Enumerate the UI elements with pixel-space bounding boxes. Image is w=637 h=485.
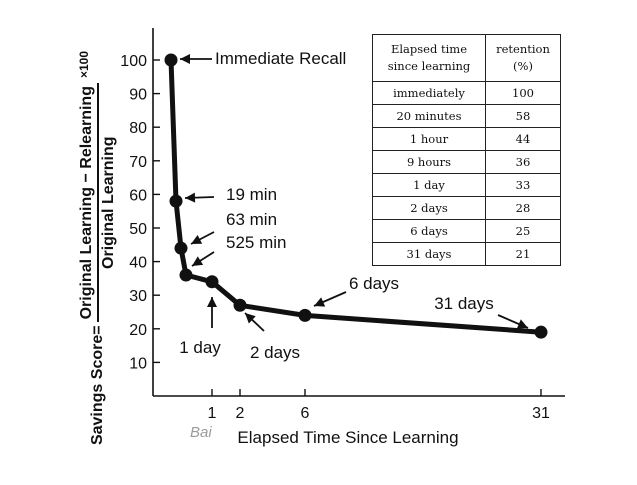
x-tick-label: 31 <box>532 405 550 422</box>
table-body: immediately 100 20 minutes 58 1 hour 44 9 hour… <box>372 81 561 266</box>
data-point <box>179 268 193 282</box>
annotation-arrow-head <box>192 256 204 266</box>
y-tick-label: 80 <box>129 120 147 137</box>
cell-retention: 21 <box>485 242 561 266</box>
table-row: 6 days 25 <box>372 219 561 243</box>
cell-elapsed-time: 9 hours <box>372 150 486 174</box>
annotation-label: 6 days <box>349 274 399 293</box>
y-tick-label: 70 <box>129 154 147 171</box>
annotation-label: 19 min <box>226 185 277 204</box>
table-row: 31 days 21 <box>372 242 561 266</box>
data-point <box>233 298 247 312</box>
cell-retention: 58 <box>485 104 561 128</box>
x-tick-label: 1 <box>208 405 217 422</box>
data-point <box>205 275 219 289</box>
cell-elapsed-time: 31 days <box>372 242 486 266</box>
annotation-arrow-head <box>180 54 190 64</box>
y-axis-label-denominator: Original Learning <box>100 136 117 269</box>
annotation-label: 2 days <box>250 343 300 362</box>
annotation-arrow-head <box>516 319 528 329</box>
y-tick-label: 20 <box>129 322 147 339</box>
y-axis-label-fraction: Original Learning − Relearning Original … <box>78 83 118 323</box>
y-tick-label: 40 <box>129 255 147 272</box>
table-header-retention: retention (%) <box>485 34 561 82</box>
annotation-arrow-head <box>207 297 217 307</box>
table-row: 2 days 28 <box>372 196 561 220</box>
y-axis-label-multiplier: ×100 <box>77 50 91 79</box>
y-tick-label: 60 <box>129 187 147 204</box>
cell-elapsed-time: 1 day <box>372 173 486 197</box>
table-row: immediately 100 <box>372 81 561 105</box>
data-point <box>164 53 178 67</box>
annotations: Immediate Recall 19 min 63 min 525 min 1 day… <box>179 49 529 362</box>
cell-elapsed-time: 2 days <box>372 196 486 220</box>
cell-retention: 25 <box>485 219 561 243</box>
header-line: (%) <box>513 59 533 73</box>
x-tick-label: 6 <box>301 405 310 422</box>
cell-elapsed-time: 6 days <box>372 219 486 243</box>
annotation-label: 63 min <box>226 210 277 229</box>
table-row: 1 hour 44 <box>372 127 561 151</box>
annotation-label: Immediate Recall <box>215 49 346 68</box>
annotation-arrow-head <box>185 192 196 203</box>
x-axis-label: Elapsed Time Since Learning <box>237 428 458 447</box>
axes <box>152 28 565 397</box>
annotation-label: 31 days <box>434 294 494 313</box>
y-ticks: 10 20 30 40 50 60 70 80 90 100 <box>120 53 160 372</box>
y-tick-label: 10 <box>129 355 147 372</box>
header-line: Elapsed time <box>390 41 468 56</box>
data-point <box>298 308 312 322</box>
x-ticks: 1 2 6 31 <box>208 389 550 422</box>
x-tick-label: 2 <box>236 405 245 422</box>
y-axis-label-prefix: Savings Score= <box>89 325 106 446</box>
header-line: retention <box>496 41 550 56</box>
watermark: Bai <box>190 424 212 441</box>
retention-table: Elapsed time since learning retention (%… <box>372 34 561 266</box>
annotation-arrow-head <box>191 234 203 244</box>
table-row: 1 day 33 <box>372 173 561 197</box>
data-point <box>169 194 183 208</box>
annotation-arrow-head <box>245 313 256 324</box>
annotation-arrow-head <box>314 297 326 307</box>
cell-retention: 28 <box>485 196 561 220</box>
retention-curve <box>168 57 544 335</box>
data-points <box>164 53 548 339</box>
table-row: 20 minutes 58 <box>372 104 561 128</box>
cell-elapsed-time: 20 minutes <box>372 104 486 128</box>
y-tick-label: 50 <box>129 221 147 238</box>
table-header-elapsed-time: Elapsed time since learning <box>372 34 486 82</box>
data-point <box>534 325 548 339</box>
cell-retention: 100 <box>485 81 561 105</box>
y-tick-label: 100 <box>120 53 147 70</box>
annotation-label: 525 min <box>226 233 286 252</box>
header-line: since learning <box>387 59 471 73</box>
y-axis-label-numerator: Original Learning − Relearning <box>78 83 99 323</box>
annotation-label: 1 day <box>179 338 221 357</box>
cell-elapsed-time: 1 hour <box>372 127 486 151</box>
cell-elapsed-time: immediately <box>372 81 486 105</box>
y-tick-label: 30 <box>129 288 147 305</box>
cell-retention: 44 <box>485 127 561 151</box>
table-row: 9 hours 36 <box>372 150 561 174</box>
data-point <box>174 241 188 255</box>
cell-retention: 33 <box>485 173 561 197</box>
cell-retention: 36 <box>485 150 561 174</box>
table-header-row: Elapsed time since learning retention (%… <box>372 34 561 82</box>
y-tick-label: 90 <box>129 87 147 104</box>
y-axis-label: Savings Score= Original Learning − Relea… <box>77 28 118 468</box>
